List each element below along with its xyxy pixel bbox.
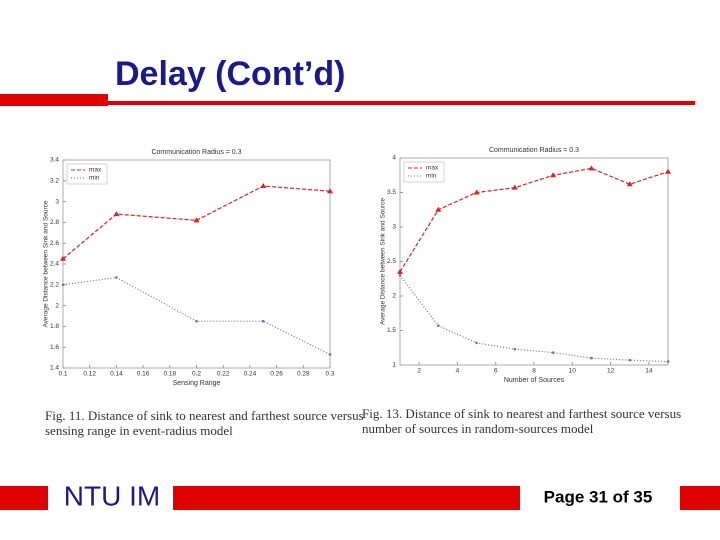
series-line [399,167,669,273]
marker [511,184,518,190]
x-tick-label: 0.16 [137,371,150,378]
marker [435,206,442,212]
x-tick-label: 0.18 [163,371,176,378]
x-tick-label: 0.14 [110,371,123,378]
y-tick-label: 1.8 [50,323,59,330]
marker [550,172,557,178]
footer-box [520,481,680,515]
y-tick-label: 1.5 [387,327,396,334]
y-tick-label: 2.5 [387,258,396,265]
x-tick-label: 0.22 [217,371,230,378]
x-tick-label: 0.28 [297,371,310,378]
y-tick-label: 2.8 [50,219,59,226]
x-axis-label: Number of Sources [504,377,565,384]
caption: Fig. 11. Distance of sink to nearest and… [45,408,364,438]
y-tick-label: 4 [392,155,396,162]
x-tick-label: 4 [456,368,460,375]
y-tick-label: 1.6 [50,344,59,351]
footer-right: Page 31 of 35 [544,487,653,506]
marker [113,211,120,217]
y-tick-label: 2 [392,293,396,300]
marker [115,276,118,279]
marker [436,324,440,327]
x-tick-label: 12 [607,368,615,375]
marker [328,353,332,356]
footer-left: NTU IM [64,480,160,511]
x-tick-label: 0.12 [83,371,96,378]
y-tick-label: 3.2 [50,178,59,185]
y-tick-label: 3.5 [387,189,396,196]
x-tick-label: 2 [417,368,421,375]
marker [666,360,670,363]
x-tick-label: 0.2 [192,371,201,378]
slide-title: Delay (Cont’d) [115,55,345,93]
marker [475,341,478,345]
x-tick-label: 6 [494,368,498,375]
marker [327,188,333,194]
y-tick-label: 2.6 [50,240,59,247]
marker [626,181,633,187]
marker [61,283,65,287]
caption: Fig. 13. Distance of sink to nearest and… [362,406,682,436]
legend-label: min [89,175,100,182]
x-tick-label: 0.26 [270,371,283,378]
y-tick-label: 2.4 [50,261,59,268]
title-rule [108,101,695,105]
marker [513,347,517,351]
marker [628,358,632,362]
y-tick-label: 1 [392,362,396,369]
legend-box [403,161,445,183]
x-tick-label: 14 [645,368,653,375]
marker [473,189,480,195]
x-tick-label: 0.1 [58,371,67,378]
marker [397,268,403,274]
y-tick-label: 2.2 [50,282,59,289]
y-tick-label: 3.4 [50,157,59,164]
x-tick-label: 0.3 [325,371,334,378]
y-tick-label: 2 [55,302,59,309]
y-tick-label: 3 [392,224,396,231]
legend-label: max [89,167,102,174]
x-tick-label: 8 [532,368,536,375]
chart-title: Communication Radius = 0.3 [151,149,241,156]
footer-box [48,481,173,515]
marker [588,165,595,171]
x-axis-label: Sensing Range [173,380,221,387]
title-bar [0,94,108,106]
series-line [62,185,331,260]
plot-area [62,159,331,369]
legend-label: min [426,173,437,180]
marker [60,255,66,261]
marker [551,351,555,354]
marker [590,356,593,360]
chart-title: Communication Radius = 0.3 [489,147,579,154]
legend-label: max [426,165,439,172]
y-tick-label: 3 [55,198,59,205]
marker [195,319,198,323]
marker [261,319,265,323]
y-tick-label: 1.4 [50,365,59,372]
x-tick-label: 0.24 [244,371,257,378]
marker [260,183,267,188]
marker [193,217,200,223]
x-tick-label: 10 [569,368,577,375]
marker [665,168,671,174]
marker [398,274,402,277]
legend-box [66,163,108,185]
y-axis-label: Average Distance between Sink and Source [380,198,387,325]
plot-area [399,157,669,366]
y-axis-label: Average Distance between Sink and Source [43,200,50,327]
